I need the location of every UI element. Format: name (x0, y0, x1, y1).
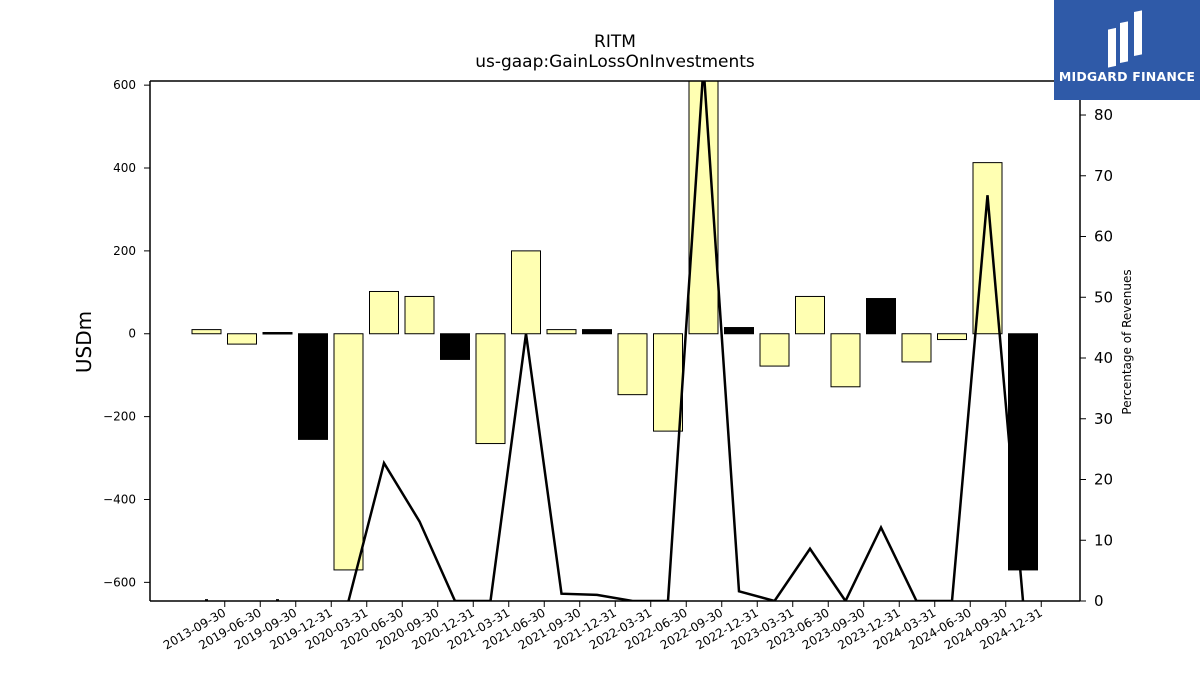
left-y-axis-ticks: −600 −400 −200 0 200 400 600 (103, 78, 150, 589)
bar-2023-06-30 (795, 295, 825, 335)
bar-2021-09-30 (546, 329, 577, 335)
right-y-tick-label: 50 (1094, 288, 1113, 306)
bar-2021-03-31 (475, 333, 506, 445)
x-axis-ticks: 2013-09-302019-06-302019-09-302019-12-31… (161, 601, 1045, 652)
y-axis-label-right: Percentage of Revenues (1120, 269, 1134, 415)
bar-2023-03-31 (759, 333, 790, 367)
bar-2023-12-31 (866, 298, 896, 335)
bar-2021-06-30 (511, 250, 541, 335)
bar-2023-09-30 (830, 333, 861, 388)
bar-2021-12-31 (582, 329, 612, 335)
right-y-tick-label: 0 (1094, 592, 1104, 610)
bar-2020-03-31 (333, 333, 364, 571)
y-axis-label-left: USDm (72, 310, 96, 374)
chart-title: RITM (594, 32, 636, 52)
bar-2020-12-31 (440, 333, 470, 360)
y-tick-label: 200 (113, 244, 136, 258)
bar-2022-12-31 (724, 327, 754, 335)
y-tick-label: −200 (103, 410, 136, 424)
logo-mark-icon (1108, 10, 1142, 68)
bar-2019-09-30 (262, 332, 293, 335)
right-y-tick-label: 80 (1094, 106, 1113, 124)
right-y-tick-label: 30 (1094, 410, 1113, 428)
right-y-tick-label: 20 (1094, 471, 1113, 489)
logo-text: MIDGARD FINANCE (1058, 69, 1196, 84)
line-segment (347, 81, 1025, 601)
bar-2013-09-30 (191, 329, 222, 335)
right-y-axis-ticks: 0 10 20 30 40 50 60 70 80 (1080, 106, 1113, 610)
bar-2020-09-30 (404, 295, 435, 335)
y-tick-label: 0 (128, 327, 136, 341)
bar-2024-03-31 (901, 333, 932, 363)
chart-subtitle: us-gaap:GainLossOnInvestments (475, 52, 755, 72)
bar-2022-03-31 (617, 333, 648, 396)
axes (149, 80, 1081, 602)
bar-2019-06-30 (227, 333, 257, 345)
right-y-tick-label: 60 (1094, 228, 1113, 246)
y-tick-label: −400 (103, 492, 136, 506)
midgard-finance-logo: MIDGARD FINANCE (1054, 0, 1200, 100)
bar-2022-06-30 (653, 333, 683, 432)
bar-series (191, 81, 1038, 571)
y-tick-label: −600 (103, 575, 136, 589)
bar-2024-06-30 (937, 333, 967, 341)
bar-2024-12-31 (1008, 333, 1038, 571)
right-y-tick-label: 70 (1094, 167, 1113, 185)
y-tick-label: 600 (113, 78, 136, 92)
y-tick-label: 400 (113, 161, 136, 175)
bar-2019-12-31 (298, 333, 328, 440)
right-y-tick-label: 10 (1094, 531, 1113, 549)
bar-2020-06-30 (369, 290, 399, 335)
right-y-tick-label: 40 (1094, 349, 1113, 367)
